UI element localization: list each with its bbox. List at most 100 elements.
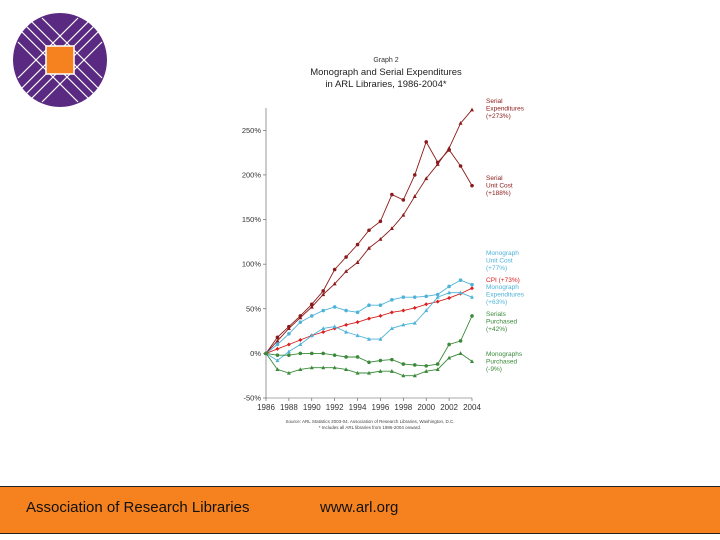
data-point <box>458 278 463 283</box>
data-point <box>470 286 474 291</box>
data-point <box>287 353 291 357</box>
data-point <box>412 320 417 325</box>
data-point <box>424 369 429 373</box>
data-point <box>412 305 417 310</box>
data-point <box>458 351 463 355</box>
series-label: Monograph <box>486 284 519 291</box>
data-point <box>447 290 452 295</box>
data-point <box>390 357 394 362</box>
data-point <box>458 290 463 295</box>
data-point <box>447 296 452 301</box>
data-point <box>424 302 429 307</box>
series-label: Serials <box>486 311 507 318</box>
data-point <box>424 176 429 181</box>
data-point <box>309 304 314 309</box>
data-point <box>367 245 371 250</box>
x-tick-label: 1986 <box>257 403 275 412</box>
chart-source-line-2: * Includes all ARL libraries from 1986-2… <box>319 425 421 430</box>
series-label: Unit Cost <box>486 258 513 265</box>
data-point <box>378 313 383 318</box>
data-point <box>389 226 394 231</box>
data-point <box>378 303 383 308</box>
data-point <box>447 355 452 360</box>
data-point <box>264 351 268 355</box>
series-label: Expenditures <box>486 106 525 113</box>
data-point <box>332 281 337 286</box>
data-point <box>275 358 280 363</box>
series-label: CPI (+73%) <box>486 277 520 284</box>
data-point <box>344 255 348 259</box>
data-point <box>401 295 406 299</box>
arl-logo <box>13 13 107 107</box>
data-point <box>298 338 303 342</box>
data-point <box>275 353 280 357</box>
data-point <box>435 294 440 299</box>
data-point <box>390 298 394 302</box>
data-point <box>332 305 337 309</box>
data-point <box>378 336 383 341</box>
data-point <box>321 351 326 356</box>
data-point <box>298 351 303 356</box>
data-point <box>378 219 383 224</box>
data-point <box>378 236 383 241</box>
data-point <box>367 370 371 375</box>
x-tick-label: 1990 <box>303 403 321 412</box>
data-point <box>447 342 451 347</box>
series-label: Purchased <box>486 359 517 366</box>
data-point <box>287 331 291 336</box>
data-point <box>401 362 406 366</box>
series-label: (+273%) <box>486 113 511 120</box>
data-point <box>321 289 326 293</box>
data-point <box>286 370 291 375</box>
data-point <box>287 324 291 329</box>
data-point <box>367 336 371 341</box>
data-point <box>355 370 360 375</box>
data-point <box>275 346 280 351</box>
data-point <box>332 324 337 329</box>
chart-title-line-2: in ARL Libraries, 1986-2004* <box>325 79 446 90</box>
data-point <box>321 365 326 370</box>
data-point <box>470 294 474 299</box>
chart-axes: -50% 0% 50% 100% 150% 200% 250% 1986 1988 1990 199… <box>242 108 481 412</box>
y-tick-label: 250% <box>242 126 262 135</box>
data-point <box>309 314 314 318</box>
data-point <box>275 338 280 343</box>
data-point <box>332 267 337 272</box>
data-point <box>344 322 349 327</box>
chart-series <box>264 107 474 378</box>
data-point <box>321 326 326 330</box>
x-tick-label: 1992 <box>326 403 344 412</box>
series-4 <box>264 290 474 363</box>
footer-org-name: Association of Research Libraries <box>26 499 250 516</box>
x-tick-label: 2004 <box>463 403 481 412</box>
data-point <box>355 355 360 359</box>
data-point <box>275 367 280 372</box>
data-point <box>470 282 474 287</box>
series-label: (+42%) <box>486 326 507 333</box>
data-point <box>355 242 360 247</box>
data-point <box>286 349 291 354</box>
x-tick-label: 1994 <box>349 403 367 412</box>
data-point <box>412 363 417 367</box>
series-label: Unit Cost <box>486 183 513 190</box>
data-point <box>298 367 303 372</box>
x-tick-label: 2000 <box>417 403 435 412</box>
data-point <box>412 295 417 299</box>
data-point <box>424 140 429 144</box>
data-point <box>332 353 337 357</box>
data-point <box>435 299 440 304</box>
footer-bar: Association of Research Libraries www.ar… <box>0 486 720 534</box>
data-point <box>355 260 360 264</box>
data-point <box>321 308 326 313</box>
data-point <box>309 333 314 338</box>
footer-url[interactable]: www.arl.org <box>320 499 399 516</box>
data-point <box>447 148 451 152</box>
data-point <box>344 367 349 372</box>
data-point <box>401 198 406 202</box>
x-tick-label: 1998 <box>394 403 412 412</box>
data-point <box>390 192 394 197</box>
series-label: (+77%) <box>486 265 507 272</box>
series-label: Monograph <box>486 250 519 257</box>
data-point <box>298 320 303 324</box>
